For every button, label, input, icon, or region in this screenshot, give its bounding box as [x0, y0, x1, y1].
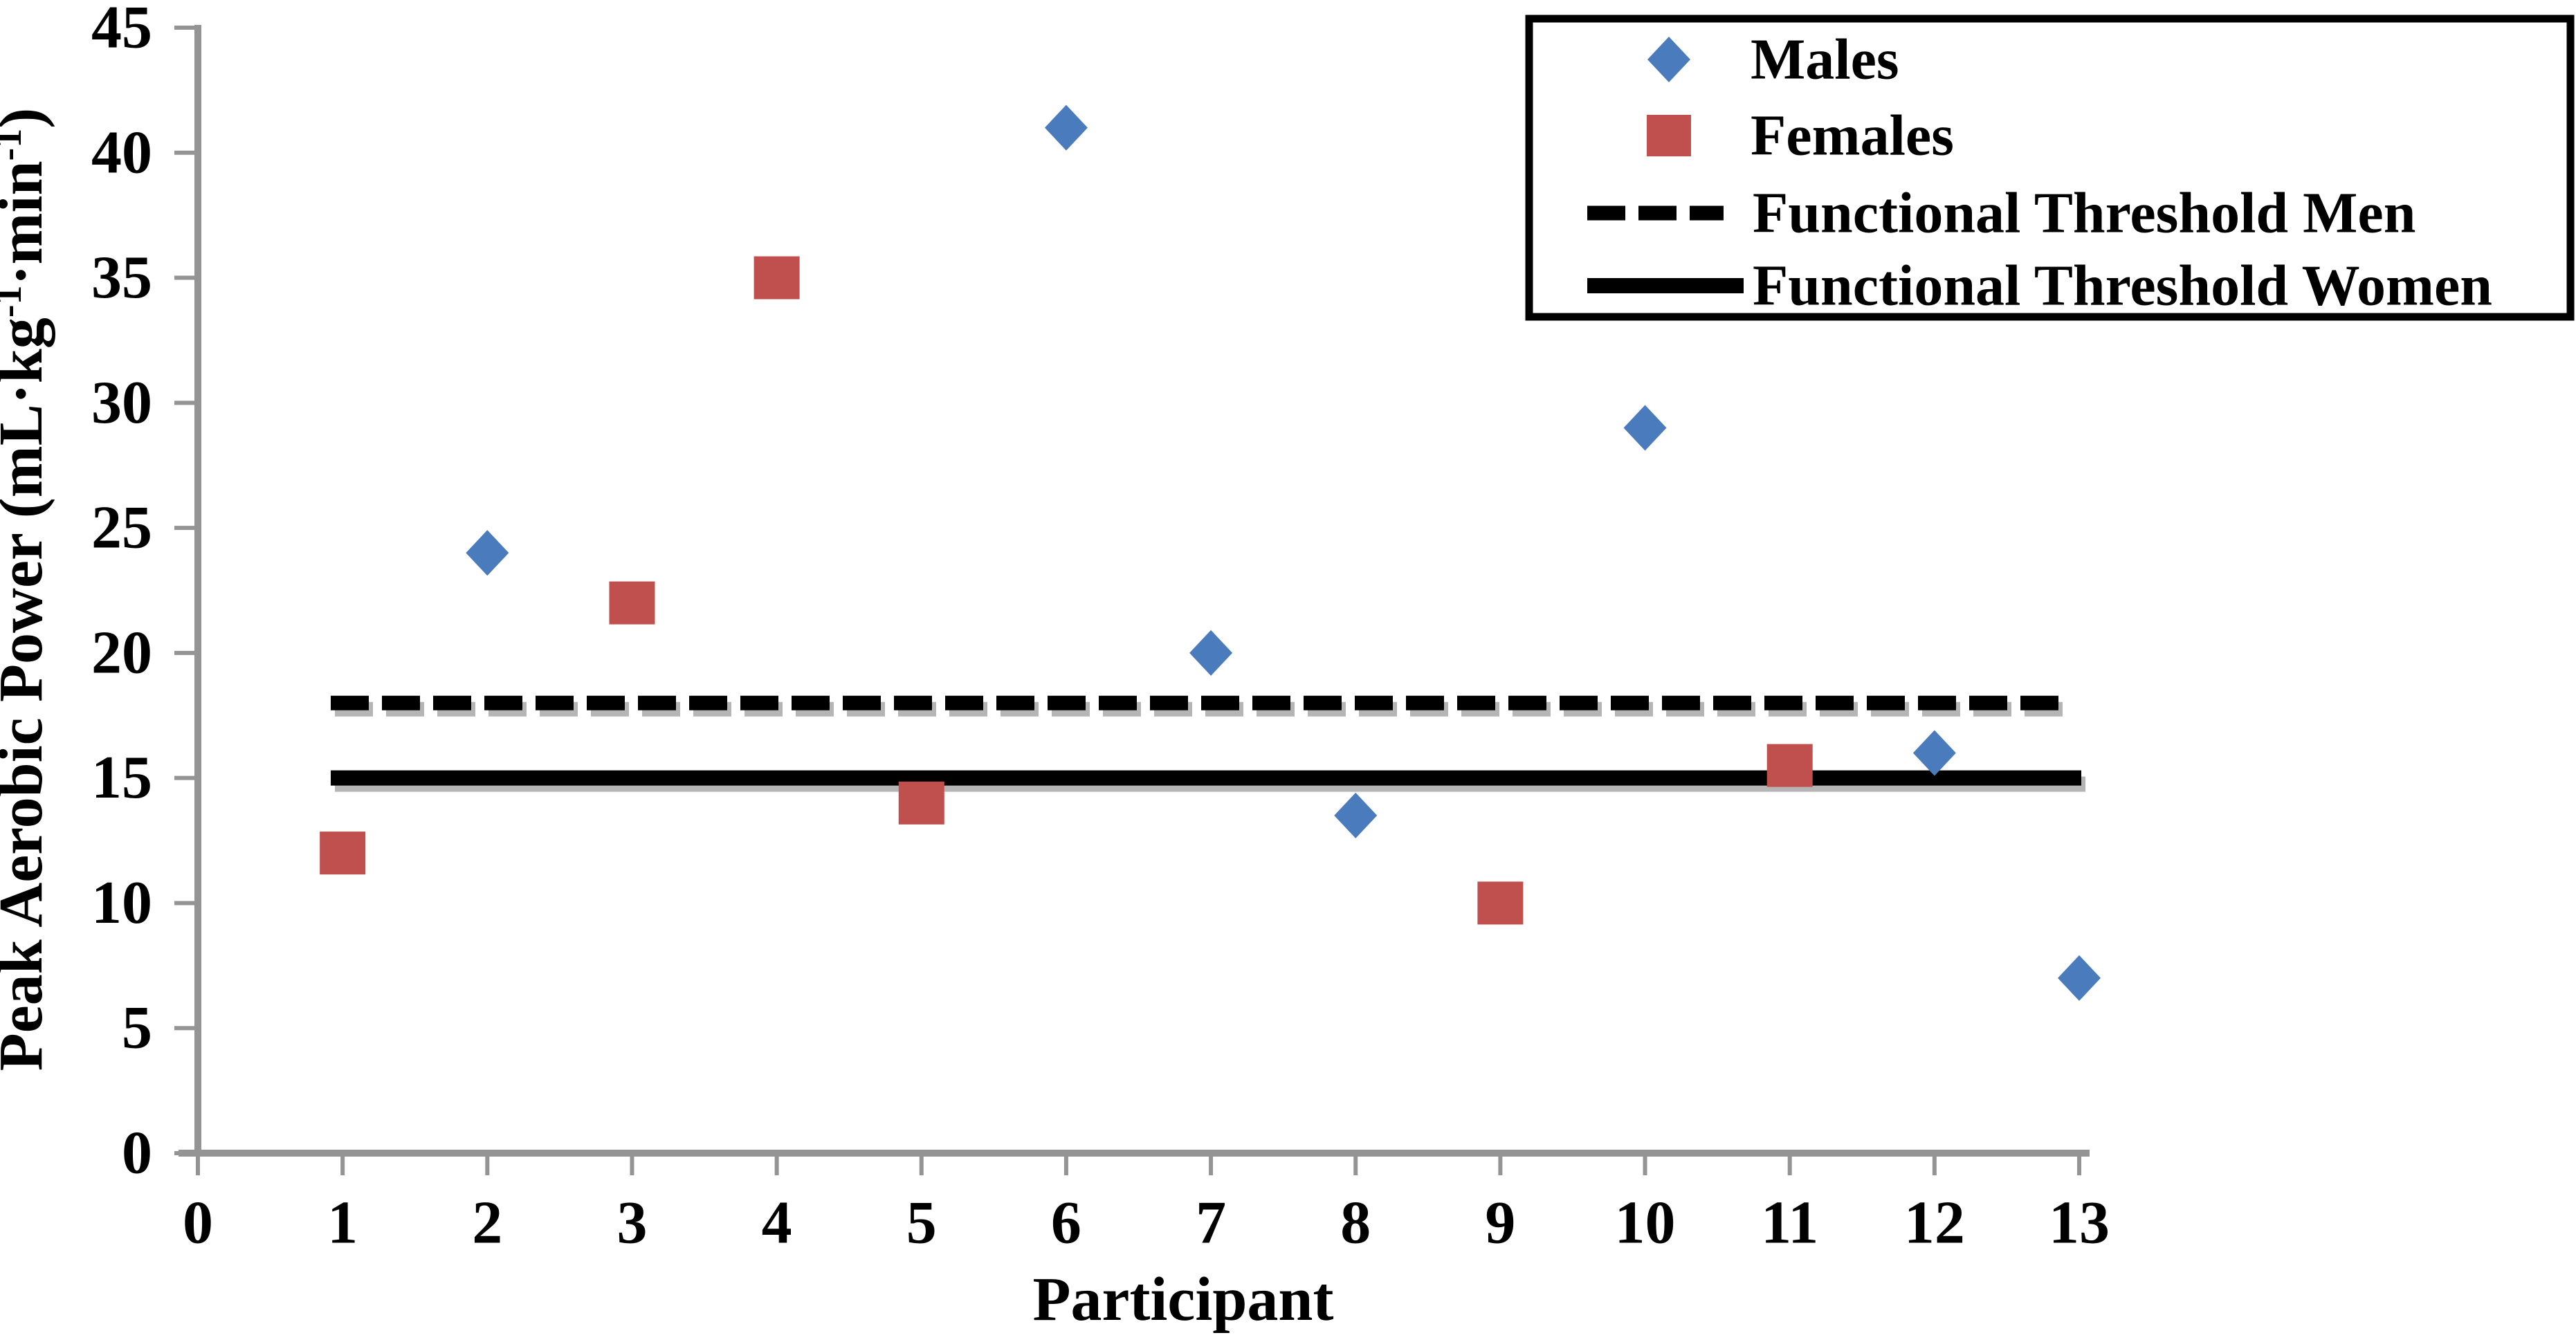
x-tick-label: 6 [1051, 1190, 1081, 1257]
y-tick-label: 30 [91, 369, 152, 436]
female-point [609, 581, 655, 625]
male-point [1912, 730, 1956, 776]
legend-label-threshold-women: Functional Threshold Women [1753, 254, 2492, 318]
x-tick-label: 2 [472, 1190, 502, 1257]
y-tick-label: 10 [91, 870, 152, 937]
x-axis-title: Participant [1033, 1265, 1334, 1334]
x-tick-label: 8 [1340, 1190, 1371, 1257]
y-tick-label: 40 [91, 119, 152, 186]
legend-females-marker-icon [1647, 115, 1691, 156]
x-tick-label: 4 [762, 1190, 792, 1257]
female-point [1477, 881, 1524, 925]
y-tick-label: 5 [122, 995, 152, 1062]
y-tick-label: 15 [91, 744, 152, 811]
x-tick-label: 1 [327, 1190, 358, 1257]
legend-label-females: Females [1751, 104, 1954, 168]
female-point [1766, 744, 1813, 787]
legend-label-males: Males [1751, 28, 1899, 92]
female-point [898, 781, 944, 825]
x-tick-label: 12 [1904, 1190, 1965, 1257]
y-tick-label: 45 [91, 0, 152, 61]
threshold-lines [331, 695, 2085, 792]
y-tick-label: 25 [91, 495, 152, 562]
x-tick-label: 9 [1485, 1190, 1515, 1257]
x-tick-label: 10 [1615, 1190, 1676, 1257]
legend-label-threshold-men: Functional Threshold Men [1753, 181, 2415, 246]
legend-males-marker-icon [1647, 37, 1690, 82]
male-point [466, 530, 509, 576]
male-point [1623, 405, 1667, 451]
female-point [320, 831, 366, 875]
y-axis-title: Peak Aerobic Power (mL·kg-1·min-1) [0, 108, 55, 1071]
y-tick-label: 35 [91, 244, 152, 311]
male-point [1334, 792, 1378, 838]
male-point [1044, 104, 1088, 151]
x-tick-label: 5 [906, 1190, 937, 1257]
female-point [753, 256, 800, 300]
x-tick-label: 3 [616, 1190, 647, 1257]
y-tick-label: 20 [91, 619, 152, 686]
y-tick-label: 0 [122, 1120, 152, 1187]
data-points [320, 104, 2101, 1001]
legend: Males Females Functional Threshold Men F… [1525, 15, 2575, 321]
legend-box [1525, 15, 2575, 321]
x-tick-label: 0 [183, 1190, 213, 1257]
male-point [2058, 955, 2101, 1001]
x-tick-label: 11 [1761, 1190, 1818, 1257]
x-tick-label: 13 [2049, 1190, 2110, 1257]
x-tick-label: 7 [1196, 1190, 1226, 1257]
male-point [1189, 629, 1233, 676]
